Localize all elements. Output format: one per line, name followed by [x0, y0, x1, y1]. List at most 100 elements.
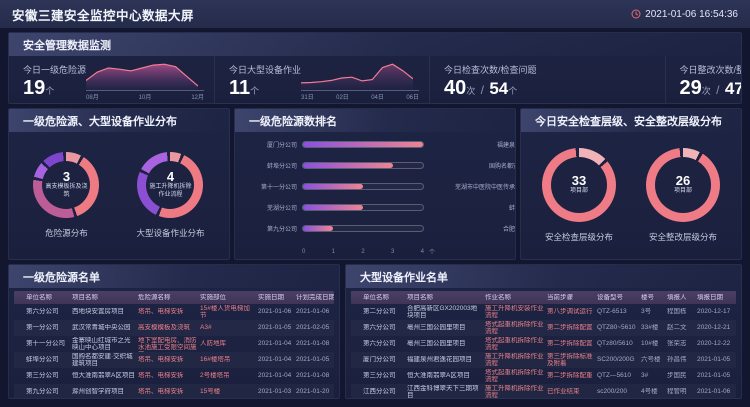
rank-label: 福建泉州时代广场二期项目: [497, 143, 516, 149]
cell: 已作业结束: [547, 388, 580, 396]
axis-tick: 0: [302, 248, 306, 255]
rank-row: 第九分公司: [251, 224, 435, 233]
inspection-donuts: 33 项目部 安全检查层级分布 26 项目部 安全整改层级分布: [521, 132, 741, 258]
stat-block-3: 今日整改次数/整改问题29次 / 47个30日01日03日05日: [664, 56, 742, 103]
rank-label: 第九分公司: [266, 227, 297, 233]
table-row: 第六分公司 亳州三国公园里项目 塔式起重机拆除作业流程 第二步拆除配置 QTZ80~56…: [351, 320, 736, 336]
cell: 2021-01-06: [697, 388, 731, 396]
donut-chart: 33 项目部: [542, 147, 616, 222]
equipment-table-title: 大型设备作业名单: [346, 265, 741, 288]
rank-label: 第十一分公司: [260, 185, 297, 191]
donut-chart: 26 项目部: [646, 147, 720, 222]
stat-label: 今日一级危险源: [23, 65, 87, 75]
rank-column-left: 厦门分公司 蚌埠分公司 第十一分公司 芜湖分公司 第九分公司 0 1 2 3 4 个: [245, 138, 441, 256]
header-cell: 实施日期: [258, 293, 284, 301]
donut-hole: [42, 160, 91, 209]
donut-center: 26 项目部: [646, 148, 720, 222]
cell: A3#: [200, 324, 212, 332]
rank-bar-fill: [303, 184, 363, 189]
chart-x-tick: 06日: [406, 95, 419, 101]
ranking-bars: 厦门分公司蚌埠分公司第十一分公司芜湖分公司第九分公司01234个福建泉州时代广场…: [235, 132, 515, 258]
rank-row: 芜湖市中医院中医传承与创新研究中心项目: [447, 182, 515, 191]
cell: 合肥高新区GX202003地块项目: [407, 304, 478, 319]
cell: 塔吊、电梯安拆: [138, 372, 184, 380]
hazard-table: 单位名称 项目名称 危险源名称 实施部位 实施日期 计划完成日期 第六分公司 西地块安置房项目…: [14, 291, 334, 398]
cell: 2021-01-03: [258, 388, 292, 396]
rank-label: 蚌埠分公司: [266, 164, 297, 170]
stat-unit-2: 个: [508, 86, 518, 96]
header-cell: 填报人: [667, 293, 687, 301]
table-row: 第三分公司 恒大淮南翡翠A区项目 塔式起重机拆除作业流程 第二步拆除配重 QTZ—561…: [351, 368, 736, 384]
stat-meta: 今日大型设备作业 11个: [229, 63, 301, 99]
cell: 第九分公司: [26, 388, 59, 396]
cell: 3号: [641, 308, 652, 316]
axis-tick: 4: [420, 248, 424, 255]
donut-center-label: 项目部: [569, 187, 588, 194]
chart-x-labels: 08月 10月 12月: [86, 90, 205, 101]
donut-value: 3: [62, 168, 71, 184]
stat-number-2: 47: [724, 79, 742, 98]
chart-x-labels: 31日 02日 04日 06日: [301, 90, 420, 101]
stat-value: 40次 / 54个: [444, 78, 537, 99]
header-cell: 项目名称: [407, 293, 433, 301]
equipment-list-panel: 大型设备作业名单 单位名称 项目名称 作业名称 当前步骤 设备型号 楼号 填报人 填报日期第二…: [345, 264, 742, 399]
cell: 恒大淮南翡翠A区项目: [407, 372, 470, 380]
rank-row: 第十一分公司: [251, 182, 435, 191]
hazard-table-title: 一级危险源名单: [9, 265, 339, 288]
timestamp: 2021-01-06 16:54:36: [631, 9, 738, 20]
cell: 塔式起重机拆除作业流程: [485, 320, 544, 335]
stats-panel-title: 安全管理数据监测: [9, 33, 741, 56]
donut-caption: 大型设备作业分布: [136, 227, 205, 238]
donut-value: 33: [571, 172, 587, 188]
stat-label: 今日大型设备作业: [229, 65, 302, 75]
cell: 第十一分公司: [26, 340, 65, 348]
cell: 第六分公司: [363, 324, 396, 332]
cell: QTZ—5610: [597, 372, 631, 380]
stat-number: 29: [679, 77, 702, 99]
donut-chart: 3 高支模板拆及浇筑: [33, 151, 100, 218]
cell: 赵二文: [667, 324, 687, 332]
hazard-list-panel: 一级危险源名单 单位名称 项目名称 危险源名称 实施部位 实施日期 计划完成日期 第六分公司…: [8, 264, 340, 399]
cell: 第二步拆除配重: [547, 372, 593, 380]
stat-value: 11个: [229, 78, 301, 99]
cell: 2021-02-05: [296, 324, 330, 332]
axis-tick: 1: [331, 248, 335, 255]
rank-row: 厦门分公司: [251, 140, 435, 149]
top-bar: 安徽三建安全监控中心数据大屏 2021-01-06 16:54:36: [0, 0, 750, 28]
distribution-panel: 一级危险源、大型设备作业分布 3 高支模板拆及浇筑 危险源分布 4 施工升降机拆除作业流…: [8, 108, 230, 260]
cell: 2号楼塔吊: [200, 372, 230, 380]
rank-row: 合肥九里湾高层制造项目: [447, 224, 516, 233]
donut-value: 26: [675, 172, 691, 188]
cell: 福建泉州君逸花园项目: [407, 356, 472, 364]
cell: 第二分公司: [363, 308, 396, 316]
chart-x-tick: 08月: [86, 95, 99, 101]
cell: 3#: [641, 372, 649, 380]
cell: 15号楼: [200, 388, 221, 396]
header-cell: 当前步骤: [547, 293, 573, 301]
table-header-row: 单位名称 项目名称 作业名称 当前步骤 设备型号 楼号 填报人 填报日期: [351, 291, 736, 304]
cell: 施工升降机拆除作业流程: [485, 384, 544, 399]
axis-tick: 3: [390, 248, 395, 255]
cell: 厦门分公司: [363, 356, 396, 364]
chart-x-tick: 04日: [371, 95, 384, 101]
donut-group: 3 高支模板拆及浇筑 危险源分布: [33, 151, 100, 239]
cell: 人防地库: [200, 340, 226, 348]
cell: 2021-01-05: [296, 356, 330, 364]
cell: SC200/200G: [597, 356, 635, 364]
cell: 第八步调试运行: [547, 308, 593, 316]
stat-number: 11: [229, 77, 251, 99]
cell: 国购名都安建·交织城建筑项目: [72, 352, 133, 367]
cell: 2020-12-21: [697, 324, 731, 332]
cell: 2021-01-06: [296, 308, 330, 316]
cell: 2021-01-04: [258, 372, 292, 380]
cell: 第六分公司: [26, 308, 59, 316]
donut-hole: [551, 156, 607, 213]
rank-label: 合肥九里湾高层制造项目: [503, 227, 516, 233]
donut-center: 4 施工升降机拆除作业流程: [137, 152, 203, 218]
rank-bar-track: [302, 183, 424, 190]
middle-row: 一级危险源、大型设备作业分布 3 高支模板拆及浇筑 危险源分布 4 施工升降机拆除作业流…: [8, 108, 742, 260]
donut-hole: [655, 156, 711, 213]
cell: 孙昌伟: [667, 356, 687, 364]
cell: 2021-01-08: [296, 340, 330, 348]
